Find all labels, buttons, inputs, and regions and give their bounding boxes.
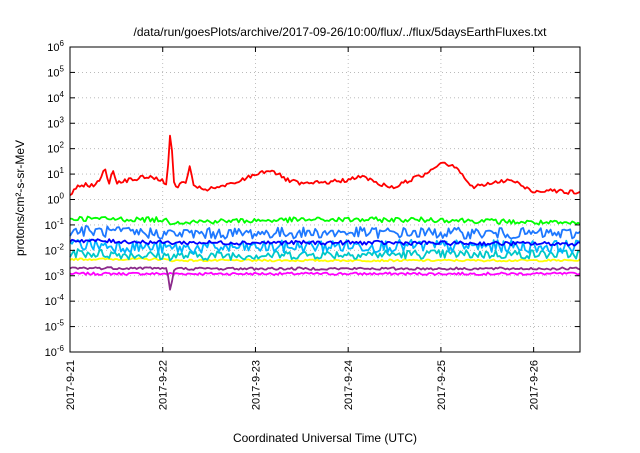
y-tick-label: 106 [47, 39, 64, 54]
x-axis-label: Coordinated Universal Time (UTC) [233, 431, 417, 445]
x-tick-label: 2017-9-21 [65, 360, 77, 410]
grid [70, 47, 580, 352]
series-layer [69, 134, 581, 291]
series-line [69, 271, 581, 276]
y-tick-label: 10-6 [45, 344, 65, 359]
series-line [69, 215, 581, 226]
y-axis-label: protons/cm²-s-sr-MeV [13, 140, 27, 256]
y-tick-label: 105 [47, 64, 64, 79]
x-tick-label: 2017-9-25 [436, 360, 448, 410]
x-tick-label: 2017-9-24 [343, 360, 355, 410]
chart-title: /data/run/goesPlots/archive/2017-09-26/1… [134, 25, 548, 39]
x-tick-label: 2017-9-26 [529, 360, 541, 410]
series-line [69, 134, 581, 196]
x-tick-label: 2017-9-23 [250, 360, 262, 410]
series-line [69, 248, 581, 262]
series-line [69, 238, 581, 255]
series-line [69, 257, 581, 263]
series-line [69, 225, 581, 240]
y-tick-label: 104 [47, 90, 64, 105]
series-line [69, 238, 581, 247]
y-tick-label: 100 [47, 192, 64, 207]
y-tick-label: 10-3 [45, 268, 65, 283]
y-tick-label: 10-1 [45, 217, 65, 232]
y-tick-label: 10-4 [45, 293, 65, 308]
y-tick-label: 102 [47, 141, 64, 156]
x-tick-label: 2017-9-22 [158, 360, 170, 410]
series-line [69, 266, 581, 291]
y-tick-label: 10-2 [45, 242, 65, 257]
y-tick-label: 101 [47, 166, 64, 181]
y-tick-label: 103 [47, 115, 64, 130]
y-tick-label: 10-5 [45, 319, 65, 334]
